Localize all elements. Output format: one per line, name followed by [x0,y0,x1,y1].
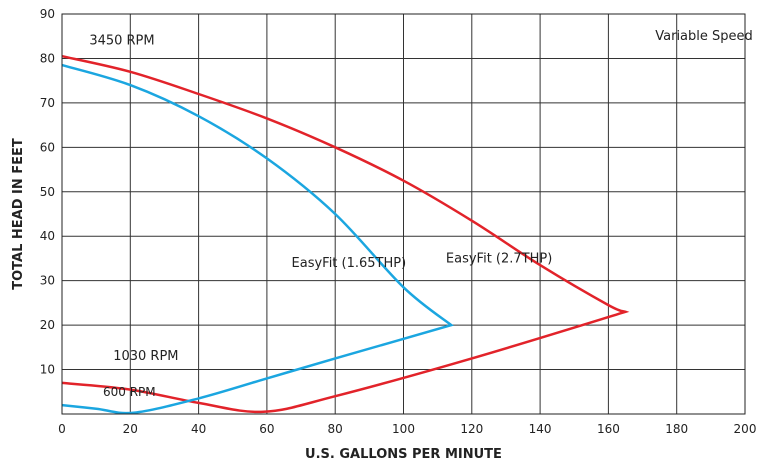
y-tick-label: 70 [40,96,55,110]
grid [62,14,745,414]
y-tick-label: 60 [40,140,55,154]
x-tick-label: 140 [529,422,552,436]
y-tick-label: 40 [40,229,55,243]
x-tick-label: 120 [460,422,483,436]
x-tick-label: 0 [58,422,66,436]
annotation-label: 1030 RPM [113,349,178,364]
x-tick-label: 180 [665,422,688,436]
x-tick-label: 100 [392,422,415,436]
annotation-label: EasyFit (2.7THP) [446,251,552,266]
y-tick-label: 80 [40,51,55,65]
annotation-label: EasyFit (1.65THP) [292,256,407,271]
y-tick-label: 50 [40,185,55,199]
series-line-2 [61,63,454,415]
x-tick-label: 40 [191,422,206,436]
y-tick-label: 20 [40,318,55,332]
x-tick-label: 60 [259,422,274,436]
annotation-label: 600 RPM [103,385,156,399]
y-tick-label: 30 [40,274,55,288]
annotations: 3450 RPM Variable Speed EasyFit (1.65THP) E… [89,29,752,399]
annotation-label: 3450 RPM [89,34,154,49]
x-axis-title: U.S. GALLONS PER MINUTE [305,447,502,462]
y-tick-label: 90 [40,7,55,21]
x-tick-label: 160 [597,422,620,436]
x-tick-label: 80 [328,422,343,436]
series-line-1 [61,54,630,414]
plot-frame [61,13,746,415]
series-layer [61,54,630,415]
x-tick-label: 20 [123,422,138,436]
annotation-label: Variable Speed [655,29,753,44]
y-tick-label: 10 [40,363,55,377]
y-axis-title: TOTAL HEAD IN FEET [11,138,26,290]
tick-labels: 0 20 40 60 80 100 120 140 160 180 200 10 20 30 40 50 60 7… [40,7,757,436]
x-tick-label: 200 [734,422,757,436]
